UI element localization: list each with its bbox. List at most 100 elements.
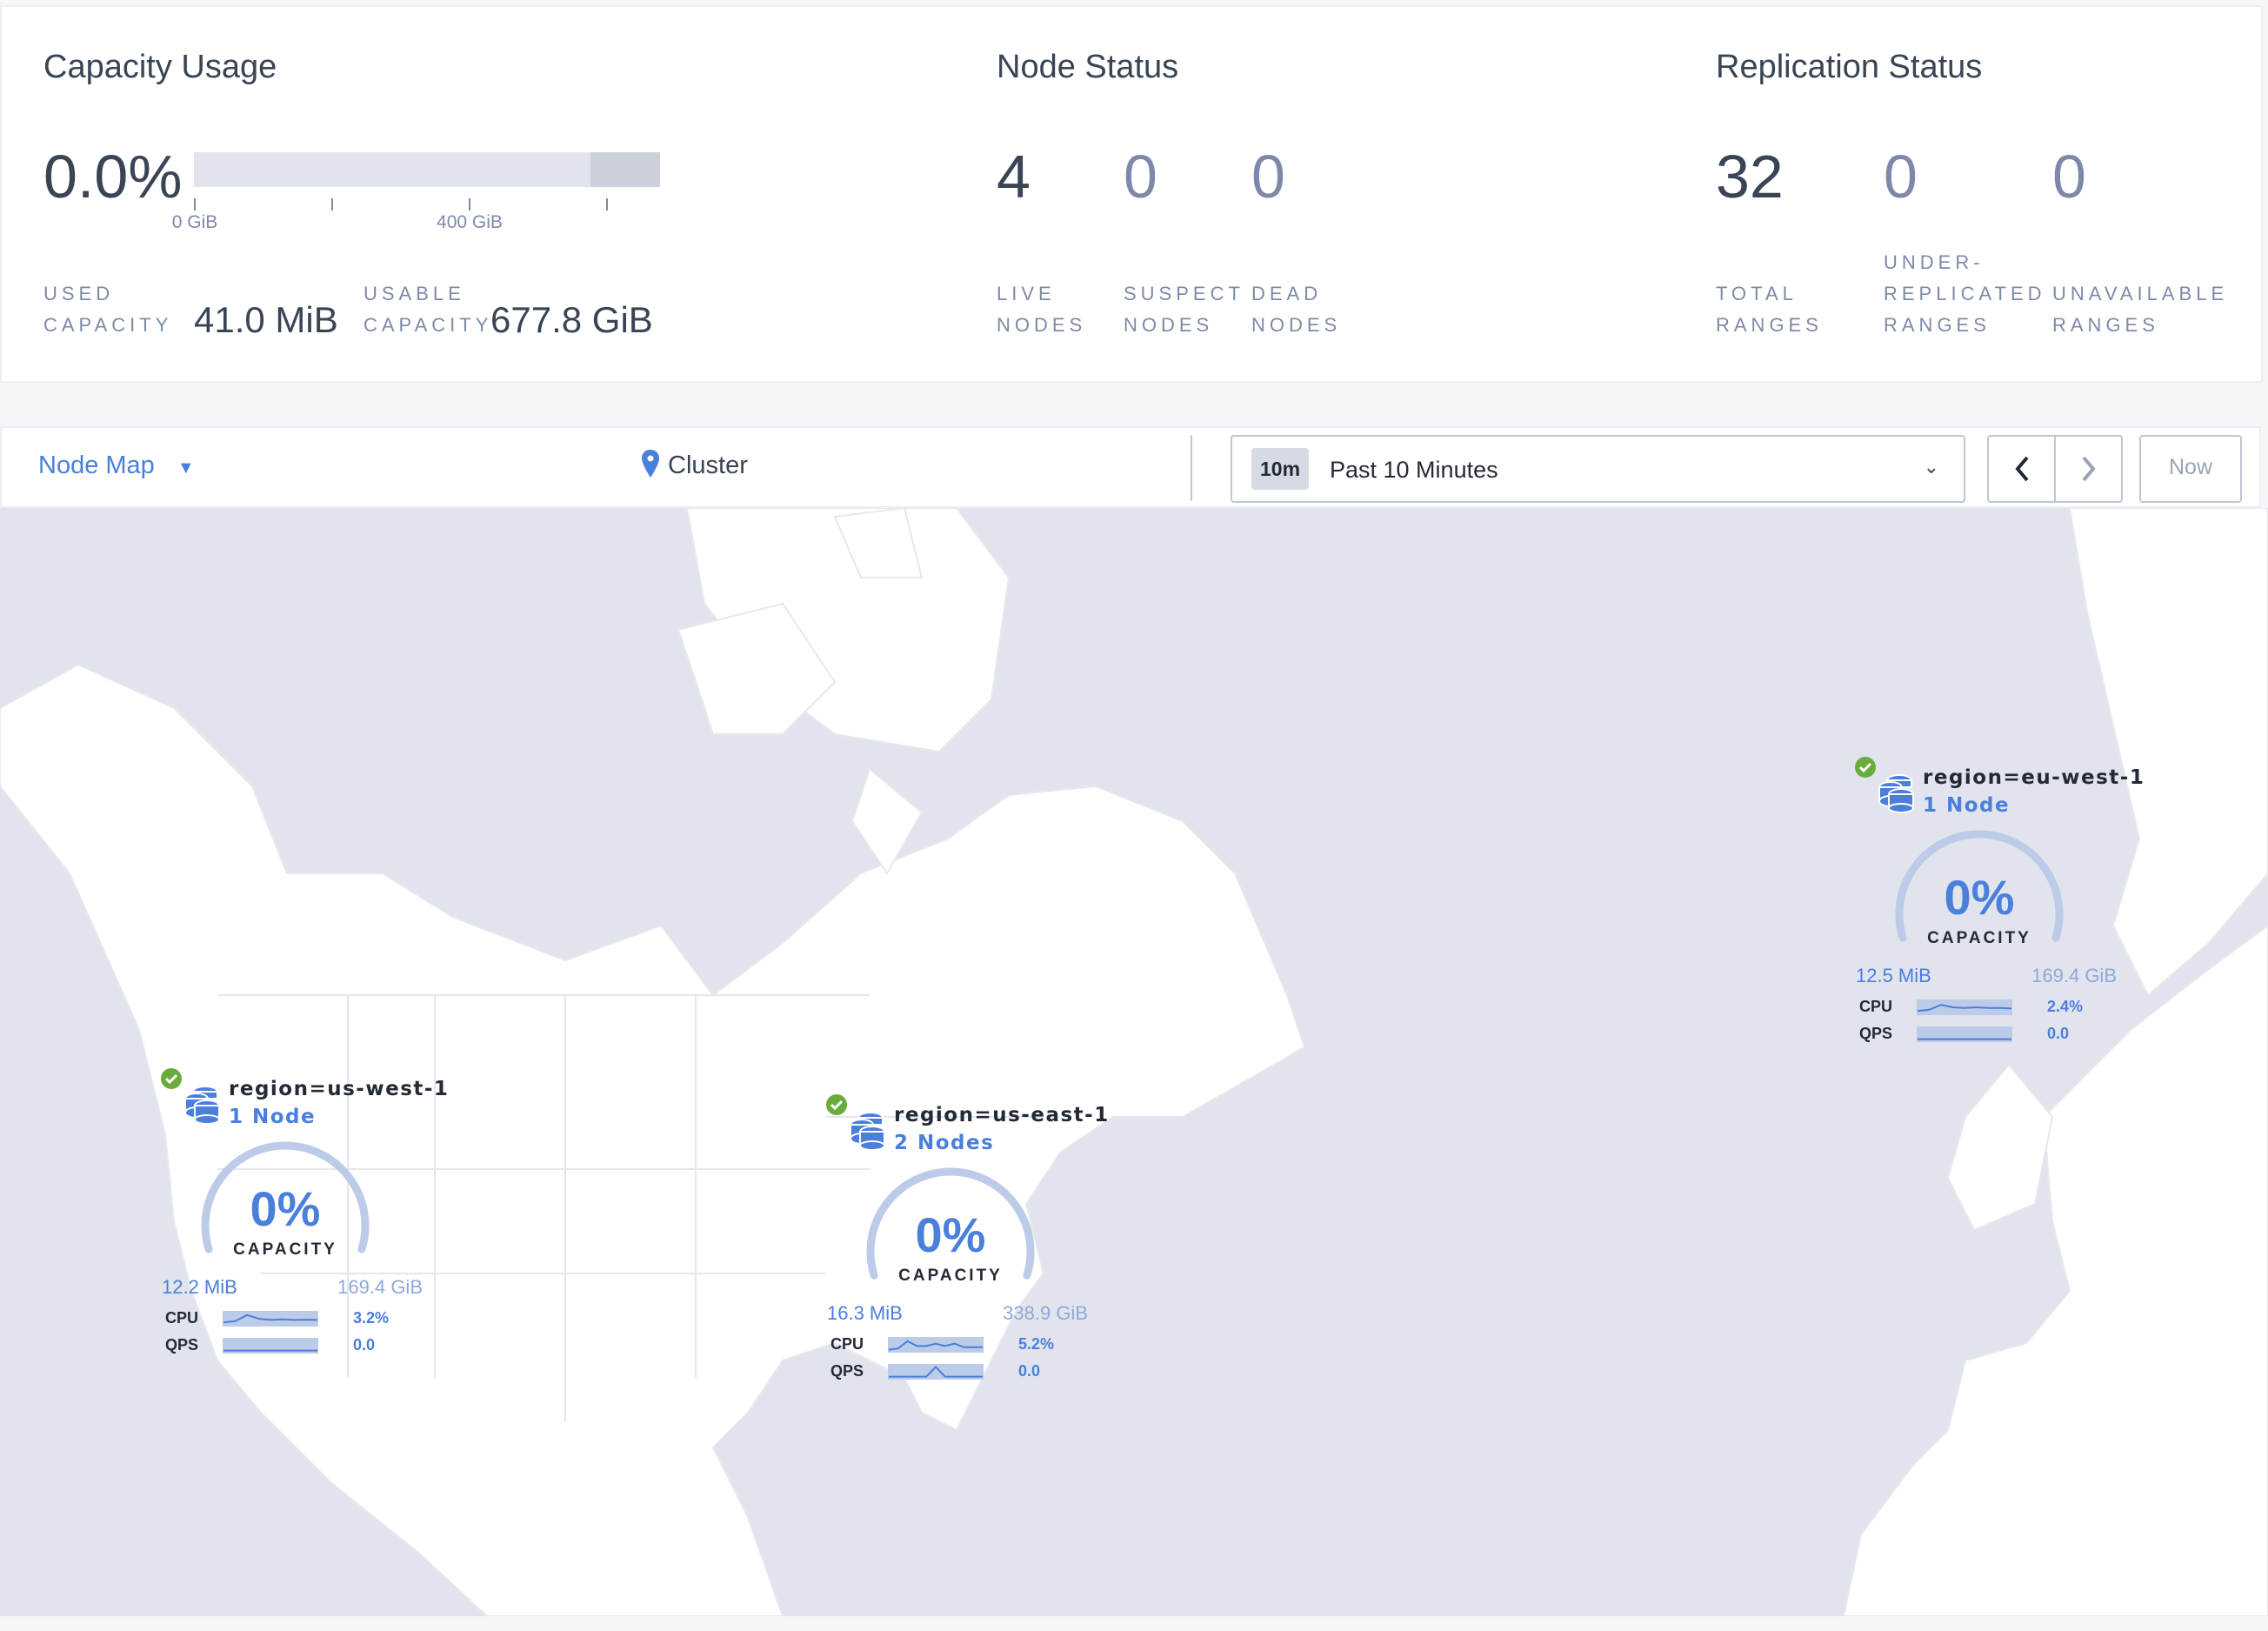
- total-capacity: 169.4 GiB: [337, 1276, 423, 1298]
- time-range-label: Past 10 Minutes: [1330, 457, 1498, 483]
- status-ok-icon: [1855, 757, 1876, 778]
- capacity-label: CAPACITY: [898, 1267, 1003, 1285]
- capacity-gauge: [1895, 830, 2064, 942]
- chevron-left-icon: [2014, 456, 2029, 482]
- capacity-label: CAPACITY: [1927, 929, 2031, 947]
- capacity-percent: 0%: [250, 1181, 321, 1236]
- used-capacity: 12.5 MiB: [1856, 965, 1931, 986]
- tick-label: 0 GiB: [171, 212, 218, 232]
- next-button[interactable]: [2056, 437, 2121, 501]
- stat-label: UNDER- REPLICATED RANGES: [1884, 251, 2046, 336]
- divider: [1191, 435, 1192, 501]
- cpu-label: CPU: [830, 1335, 864, 1353]
- capacity-gauge: [866, 1167, 1035, 1280]
- tick: [194, 198, 196, 211]
- used-capacity: 12.2 MiB: [162, 1276, 237, 1298]
- stat-label: TOTAL RANGES: [1716, 283, 1823, 336]
- node-count[interactable]: 2 Nodes: [894, 1132, 995, 1154]
- usable-label: USABLE CAPACITY: [364, 283, 493, 336]
- stat-value: 0: [2052, 143, 2086, 211]
- toolbar: Node Map ▼ Cluster 10m Past 10 Minutes ⌄ …: [0, 426, 2261, 508]
- scandinavia-land: [2068, 508, 2268, 997]
- capacity-bar: [194, 152, 660, 187]
- capacity-title: Capacity Usage: [43, 49, 277, 85]
- tick-label: 400 GiB: [437, 212, 503, 232]
- stat-value: 4: [997, 143, 1031, 211]
- state-borders: [217, 994, 1044, 1421]
- qps-sparkline: [888, 1364, 984, 1380]
- qps-sparkline: [223, 1338, 318, 1354]
- caret-down-icon: ▼: [177, 458, 195, 478]
- scope-label: Cluster: [668, 451, 748, 479]
- region-name: region=us-east-1: [894, 1104, 1110, 1126]
- tick: [469, 198, 470, 211]
- cpu-value: 5.2%: [1018, 1335, 1055, 1353]
- status-ok-icon: [161, 1068, 182, 1089]
- tick: [331, 198, 333, 211]
- node-count[interactable]: 1 Node: [229, 1106, 317, 1128]
- qps-value: 0.0: [2047, 1025, 2070, 1042]
- capacity-percent: 0%: [915, 1207, 986, 1262]
- stat-label: SUSPECT NODES: [1124, 283, 1244, 336]
- stat-value: 32: [1716, 143, 1784, 211]
- scope-breadcrumb[interactable]: Cluster: [640, 449, 748, 480]
- time-range-dropdown[interactable]: 10m Past 10 Minutes ⌄: [1231, 435, 1965, 503]
- total-capacity: 338.9 GiB: [1003, 1302, 1088, 1324]
- used-value: 41.0 MiB: [194, 299, 338, 340]
- replication-title: Replication Status: [1716, 49, 1983, 85]
- capacity-label: CAPACITY: [233, 1240, 337, 1259]
- summary-panel: Capacity Usage 0.0% 0 GiB 400 GiB USED CA…: [0, 5, 2263, 383]
- total-capacity: 169.4 GiB: [2031, 965, 2117, 986]
- world-map: [0, 508, 2268, 1616]
- stat-value: 0: [1884, 143, 1918, 211]
- capacity-percent: 0%: [1944, 870, 2015, 925]
- qps-value: 0.0: [1018, 1362, 1041, 1380]
- node-count[interactable]: 1 Node: [1923, 794, 2011, 817]
- time-badge: 10m: [1251, 448, 1310, 490]
- cpu-sparkline: [223, 1311, 318, 1327]
- capacity-percent: 0.0%: [43, 143, 183, 211]
- database-icon: [850, 1112, 885, 1151]
- view-label: Node Map: [38, 451, 155, 479]
- usable-value: 677.8 GiB: [490, 299, 653, 340]
- status-ok-icon: [826, 1094, 847, 1115]
- cpu-sparkline: [888, 1337, 984, 1353]
- used-capacity: 16.3 MiB: [827, 1302, 903, 1324]
- node-map[interactable]: region=us-west-1 1 Node 0% CAPACITY 12.2…: [0, 508, 2268, 1616]
- region-name: region=eu-west-1: [1923, 766, 2145, 789]
- stat-label: LIVE NODES: [997, 283, 1087, 336]
- region-name: region=us-west-1: [229, 1078, 450, 1100]
- database-icon: [184, 1086, 220, 1125]
- region-node[interactable]: region=us-west-1 1 Node 0% CAPACITY 12.2…: [161, 1068, 457, 1391]
- region-node[interactable]: region=eu-west-1 1 Node 0% CAPACITY 12.5…: [1855, 757, 2151, 1080]
- stat-label: DEAD NODES: [1251, 283, 1342, 336]
- cpu-label: CPU: [165, 1309, 199, 1327]
- uk-land: [1946, 1063, 2054, 1232]
- europe-land: [1842, 924, 2268, 1616]
- tick: [606, 198, 608, 211]
- stat-label: UNAVAILABLE RANGES: [2052, 283, 2229, 336]
- map-pin-icon: [642, 450, 659, 478]
- used-label: USED CAPACITY: [43, 283, 173, 336]
- database-icon: [1878, 774, 1914, 813]
- qps-label: QPS: [830, 1362, 864, 1380]
- qps-sparkline: [1917, 1026, 2012, 1042]
- cpu-value: 2.4%: [2047, 998, 2084, 1015]
- capacity-gauge: [201, 1141, 370, 1253]
- chevron-right-icon: [2081, 456, 2096, 482]
- qps-value: 0.0: [353, 1336, 376, 1354]
- region-node[interactable]: region=us-east-1 2 Nodes 0% CAPACITY 16.…: [826, 1094, 1123, 1417]
- cpu-value: 3.2%: [353, 1309, 390, 1327]
- qps-label: QPS: [165, 1336, 199, 1354]
- now-button[interactable]: Now: [2139, 435, 2242, 503]
- capacity-bar-reserved: [590, 152, 660, 187]
- qps-label: QPS: [1859, 1025, 1893, 1042]
- arctic-islands: [677, 508, 924, 875]
- cpu-sparkline: [1917, 999, 2012, 1015]
- view-selector[interactable]: Node Map ▼: [38, 451, 195, 480]
- previous-button[interactable]: [1989, 437, 2056, 501]
- stat-value: 0: [1124, 143, 1157, 211]
- cpu-label: CPU: [1859, 998, 1893, 1015]
- stat-value: 0: [1251, 143, 1285, 211]
- chevron-down-icon: ⌄: [1923, 456, 1939, 478]
